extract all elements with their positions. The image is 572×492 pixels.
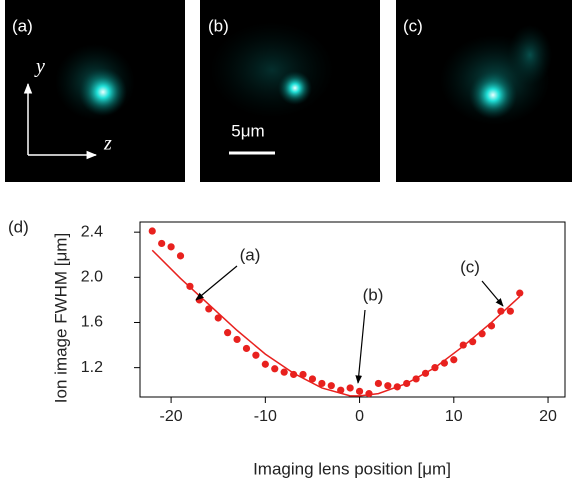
annotation: (c) [460, 257, 480, 276]
data-point [167, 243, 175, 251]
panel-b: 5μm (b) [200, 0, 380, 182]
annotation: (a) [240, 245, 261, 264]
y-tick-label: 2.0 [81, 269, 103, 286]
panel-label: (a) [12, 16, 33, 35]
scale-bar-label: 5μm [231, 121, 264, 140]
data-point [346, 384, 354, 392]
data-point [205, 305, 213, 313]
axis-z-label: z [103, 133, 112, 155]
data-point [252, 351, 260, 359]
data-point [299, 370, 307, 379]
data-point [261, 360, 269, 368]
data-point [158, 239, 166, 248]
data-point [271, 365, 279, 373]
data-point [318, 379, 326, 388]
x-axis-label: Imaging lens position [μm] [253, 459, 451, 478]
y-tick-label: 1.2 [81, 359, 103, 376]
x-tick-label: -20 [160, 408, 183, 425]
data-point [355, 387, 364, 395]
data-point [233, 335, 241, 344]
panel-c: (c) [396, 0, 572, 182]
data-point [242, 344, 251, 353]
panel-a: y z (a) [5, 0, 185, 182]
data-point [516, 289, 524, 297]
y-tick-label: 1.6 [81, 314, 103, 331]
data-point [450, 356, 458, 364]
y-tick-label: 2.4 [81, 223, 103, 240]
plot-frame [139, 221, 566, 398]
panel-label: (d) [8, 217, 29, 236]
panel-label: (c) [403, 16, 423, 35]
annotation-arrow [481, 280, 504, 307]
y-axis-label: Ion image FWHM [μm] [51, 233, 70, 403]
panel-label: (b) [208, 16, 229, 35]
x-tick-label: 20 [539, 408, 557, 425]
data-point [327, 382, 335, 390]
data-point [506, 307, 514, 315]
annotation: (b) [363, 285, 384, 304]
annotation-arrow [355, 309, 366, 384]
data-point [224, 329, 232, 337]
annotation-arrow [195, 265, 238, 301]
data-point [280, 368, 288, 376]
data-point [214, 314, 222, 322]
data-point [176, 252, 185, 260]
data-point [148, 227, 156, 235]
x-tick-label: -10 [254, 408, 277, 425]
data-point [365, 390, 373, 398]
x-tick-label: 0 [355, 408, 364, 425]
data-point [308, 375, 317, 383]
data-point [384, 382, 392, 390]
fit-line [151, 249, 521, 397]
axis-y-label: y [34, 56, 45, 78]
data-point [374, 379, 383, 388]
x-tick-label: 10 [445, 408, 463, 425]
